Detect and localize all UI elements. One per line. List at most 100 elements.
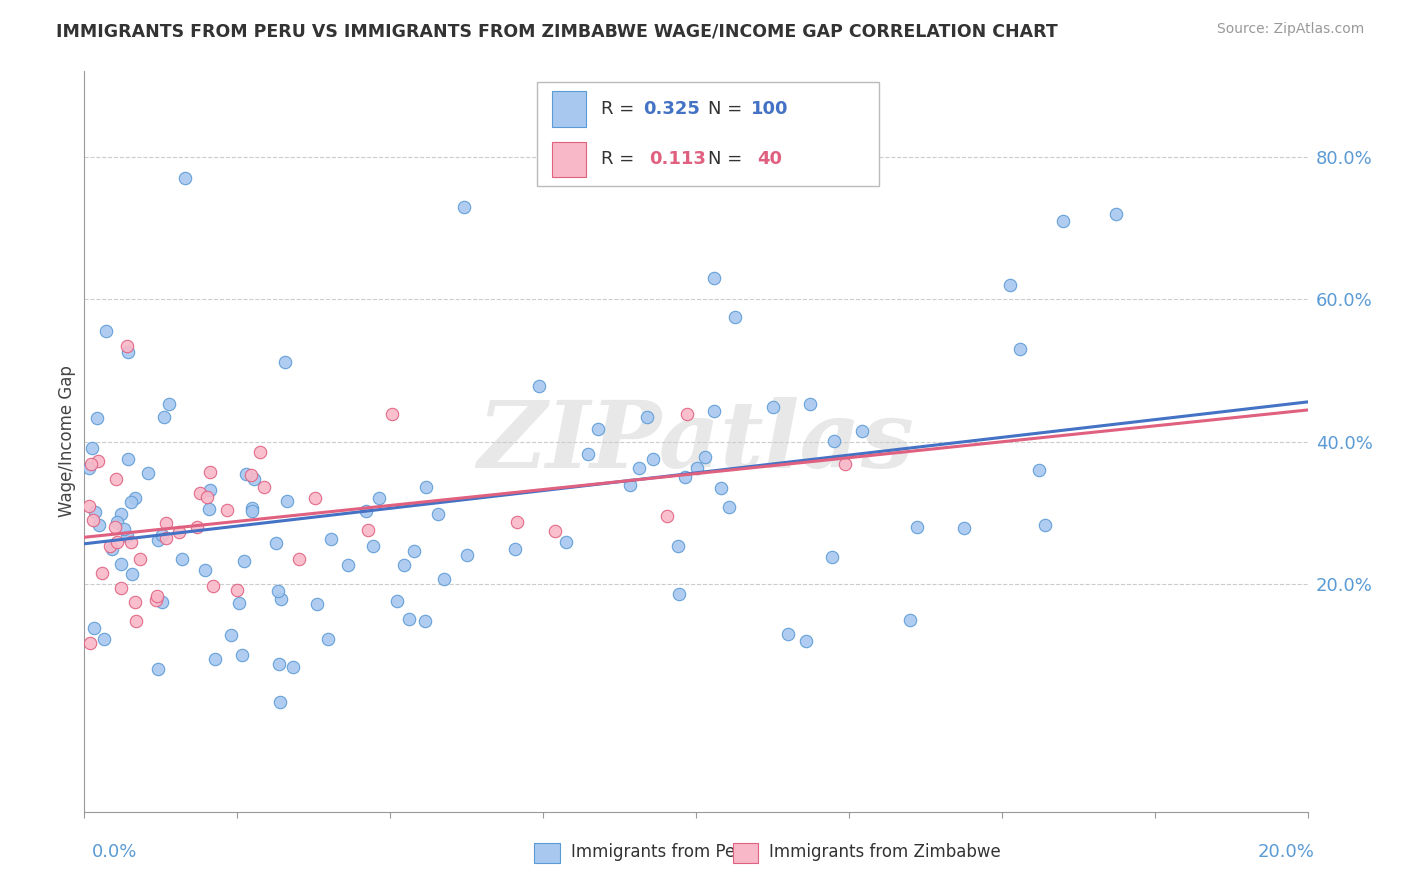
Point xyxy=(96,324,118,338)
Text: Immigrants from Zimbabwe: Immigrants from Zimbabwe xyxy=(769,843,1001,861)
Point xyxy=(555,535,578,549)
Point xyxy=(703,270,725,285)
Point xyxy=(117,452,139,467)
Point xyxy=(336,558,359,572)
Point xyxy=(354,504,377,518)
Point xyxy=(240,503,263,517)
Point xyxy=(402,543,425,558)
Point xyxy=(146,662,169,676)
Point xyxy=(710,481,733,495)
Point xyxy=(361,540,384,554)
Point xyxy=(834,457,856,471)
Point xyxy=(105,534,128,549)
Point xyxy=(253,480,276,494)
Point xyxy=(723,310,745,324)
Point xyxy=(503,541,526,556)
Point xyxy=(235,467,257,482)
Point xyxy=(627,461,650,475)
Point xyxy=(186,520,208,534)
Point xyxy=(117,528,139,542)
Text: IMMIGRANTS FROM PERU VS IMMIGRANTS FROM ZIMBABWE WAGE/INCOME GAP CORRELATION CHA: IMMIGRANTS FROM PERU VS IMMIGRANTS FROM … xyxy=(56,22,1057,40)
Point xyxy=(1033,518,1056,533)
Point xyxy=(381,408,404,422)
Point xyxy=(761,401,783,415)
Point xyxy=(232,553,254,567)
Point xyxy=(79,636,101,650)
Text: 0.325: 0.325 xyxy=(644,100,700,118)
Point xyxy=(657,508,679,523)
Point xyxy=(98,539,121,553)
Point xyxy=(385,594,408,608)
Point xyxy=(456,548,478,562)
Point xyxy=(87,517,110,532)
Point xyxy=(269,695,291,709)
Text: R =: R = xyxy=(600,151,645,169)
Point xyxy=(392,558,415,572)
Point xyxy=(195,490,218,504)
Point xyxy=(83,621,105,635)
Point xyxy=(686,461,709,475)
Point xyxy=(398,612,420,626)
Point xyxy=(673,469,696,483)
Point xyxy=(188,486,211,500)
Point xyxy=(110,581,132,595)
Point xyxy=(104,520,127,534)
Point xyxy=(231,648,253,662)
Point xyxy=(105,472,128,486)
Point xyxy=(427,507,450,521)
Point xyxy=(157,397,180,411)
Point xyxy=(506,516,529,530)
Point xyxy=(219,628,242,642)
Text: N =: N = xyxy=(709,151,754,169)
Text: Source: ZipAtlas.com: Source: ZipAtlas.com xyxy=(1216,22,1364,37)
Point xyxy=(228,596,250,610)
Point xyxy=(249,445,271,459)
Point xyxy=(668,587,690,601)
Point xyxy=(266,583,288,598)
Point xyxy=(155,516,177,530)
Text: 20.0%: 20.0% xyxy=(1258,843,1315,861)
Text: R =: R = xyxy=(600,100,640,118)
Point xyxy=(586,422,609,436)
Point xyxy=(145,593,167,607)
Point xyxy=(413,614,436,628)
Text: 0.113: 0.113 xyxy=(650,151,706,169)
Text: 100: 100 xyxy=(751,100,789,118)
Point xyxy=(145,589,167,603)
Point xyxy=(304,491,326,506)
Point xyxy=(776,626,799,640)
Point xyxy=(1105,207,1128,221)
Point xyxy=(150,595,173,609)
Text: N =: N = xyxy=(709,100,748,118)
Point xyxy=(240,501,263,516)
Point xyxy=(201,579,224,593)
Point xyxy=(80,457,103,471)
Point xyxy=(150,528,173,542)
Point xyxy=(117,345,139,359)
Point xyxy=(823,434,845,448)
Point xyxy=(87,454,110,468)
Point xyxy=(676,407,699,421)
Point xyxy=(93,632,115,647)
Point xyxy=(82,513,104,527)
Point xyxy=(281,660,304,674)
Point xyxy=(316,632,339,646)
Point xyxy=(1052,214,1074,228)
Point xyxy=(703,404,725,418)
Point xyxy=(86,410,108,425)
Point xyxy=(636,410,658,425)
Point xyxy=(204,652,226,666)
Point xyxy=(153,410,176,425)
Point xyxy=(952,521,974,535)
Point xyxy=(544,524,567,539)
Point xyxy=(124,595,146,609)
Point xyxy=(83,505,105,519)
Point xyxy=(124,491,146,506)
Point xyxy=(77,499,100,513)
Point xyxy=(415,480,437,494)
Point xyxy=(321,533,343,547)
Point xyxy=(276,494,298,508)
Text: ZIPatlas: ZIPatlas xyxy=(478,397,914,486)
Point xyxy=(77,461,100,475)
Point xyxy=(356,524,378,538)
